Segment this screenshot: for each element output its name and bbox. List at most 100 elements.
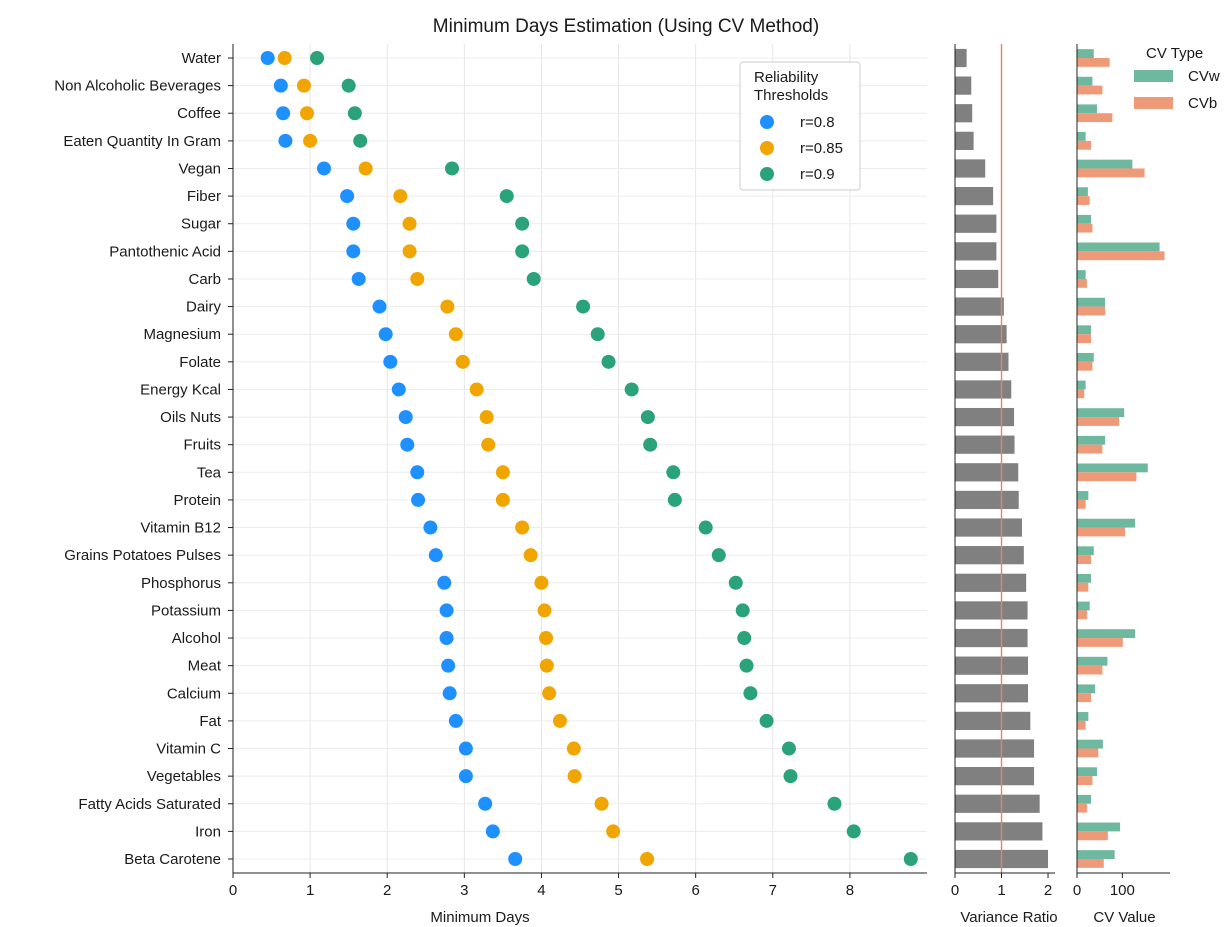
data-point	[410, 271, 425, 286]
data-point	[640, 410, 655, 425]
data-point	[346, 216, 361, 231]
cv-bar	[1077, 739, 1103, 749]
cv-bar	[1077, 638, 1123, 647]
cv-bar	[1077, 748, 1099, 758]
data-point	[552, 713, 567, 728]
legend-box	[739, 61, 861, 191]
data-point	[534, 575, 549, 590]
cv-bar	[1077, 472, 1137, 482]
data-point	[846, 824, 861, 839]
x-tick-label: 4	[537, 882, 545, 899]
data-point	[423, 520, 438, 535]
data-point	[273, 78, 288, 93]
cv-bar	[1077, 518, 1136, 528]
legend-marker	[760, 167, 774, 181]
cv-bar	[1077, 831, 1108, 841]
data-point	[515, 520, 530, 535]
variance-bar	[955, 573, 1027, 592]
category-label: Vitamin C	[156, 741, 221, 758]
data-point	[469, 382, 484, 397]
x-tick-label: 3	[460, 882, 468, 899]
x-tick-label: 0	[229, 882, 237, 899]
data-point	[594, 796, 609, 811]
variance-bar	[955, 463, 1019, 482]
data-point	[393, 189, 408, 204]
x-axis-title: Variance Ratio	[960, 909, 1057, 926]
x-tick-label: 1	[306, 882, 314, 899]
data-point	[743, 686, 758, 701]
variance-bar	[955, 822, 1043, 841]
data-point	[737, 631, 752, 646]
data-point	[455, 354, 470, 369]
cv-bar	[1077, 776, 1093, 785]
data-point	[402, 216, 417, 231]
variance-bar	[955, 214, 997, 233]
data-point	[303, 133, 318, 148]
category-label: Alcohol	[172, 630, 221, 647]
category-label: Coffee	[177, 105, 221, 122]
cv-bar	[1077, 251, 1165, 261]
variance-bar	[955, 242, 997, 261]
data-point	[566, 741, 581, 756]
x-tick-label: 2	[383, 882, 391, 899]
cv-bar	[1077, 159, 1133, 169]
data-point	[351, 271, 366, 286]
cv-bar	[1077, 693, 1092, 703]
variance-bar	[955, 601, 1028, 620]
cv-bar	[1077, 140, 1092, 150]
data-point	[495, 465, 510, 480]
data-point	[576, 299, 591, 314]
data-point	[499, 189, 514, 204]
cv-bar	[1077, 132, 1086, 141]
legend-label: r=0.85	[800, 140, 843, 157]
variance-bar	[955, 186, 994, 206]
category-label: Fruits	[184, 437, 222, 454]
data-point	[759, 713, 774, 728]
data-point	[400, 437, 415, 452]
data-point	[358, 161, 373, 176]
data-point	[458, 741, 473, 756]
x-tick-label: 1	[997, 882, 1005, 899]
variance-bar	[955, 352, 1009, 371]
data-point	[739, 658, 754, 673]
cv-bar	[1077, 306, 1106, 316]
legend-label: r=0.8	[800, 114, 835, 131]
data-point	[479, 410, 494, 425]
data-point	[523, 548, 538, 563]
cv-bar	[1077, 417, 1120, 426]
cv-bar	[1077, 499, 1086, 509]
data-point	[508, 852, 523, 866]
cv-bar	[1077, 380, 1086, 390]
data-point	[437, 575, 452, 590]
cv-bar	[1077, 435, 1106, 445]
variance-bar	[955, 435, 1015, 454]
variance-bar	[955, 325, 1007, 344]
cv-bar	[1077, 601, 1090, 611]
data-point	[378, 327, 393, 342]
cv-bar	[1077, 610, 1087, 620]
variance-bar	[955, 739, 1035, 758]
cv-bar	[1077, 49, 1094, 58]
x-axis-title: Minimum Days	[430, 909, 529, 926]
data-point	[827, 796, 842, 811]
variance-bar	[955, 380, 1012, 399]
data-point	[310, 51, 325, 65]
data-point	[278, 133, 293, 148]
cv-bar	[1077, 352, 1094, 362]
category-label: Energy Kcal	[140, 381, 221, 398]
variance-bar	[955, 518, 1022, 537]
legend-swatch	[1134, 70, 1173, 82]
x-tick-label: 6	[691, 882, 699, 899]
data-point	[781, 741, 796, 756]
legend-label: r=0.9	[800, 166, 835, 183]
data-point	[667, 492, 682, 507]
data-point	[515, 216, 530, 231]
data-point	[728, 575, 743, 590]
data-point	[398, 410, 413, 425]
category-label: Pantothenic Acid	[109, 243, 221, 260]
x-tick-label: 0	[951, 882, 959, 899]
category-label: Phosphorus	[141, 575, 221, 592]
category-label: Dairy	[186, 299, 222, 316]
variance-bar	[955, 48, 967, 68]
